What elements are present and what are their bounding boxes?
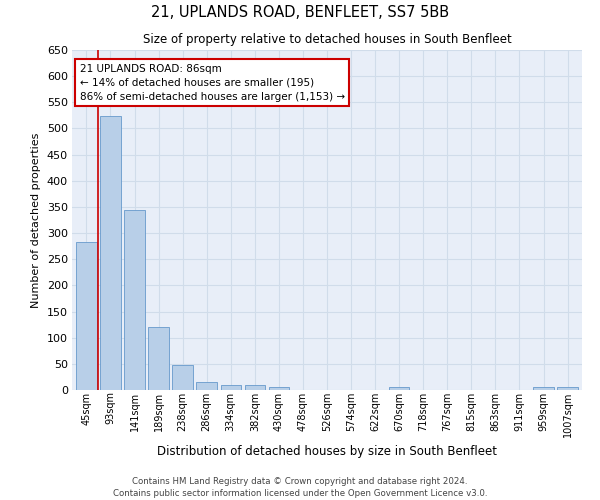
Bar <box>269 388 289 390</box>
Bar <box>100 116 121 390</box>
Bar <box>533 388 554 390</box>
X-axis label: Distribution of detached houses by size in South Benfleet: Distribution of detached houses by size … <box>157 445 497 458</box>
Text: Contains HM Land Registry data © Crown copyright and database right 2024.
Contai: Contains HM Land Registry data © Crown c… <box>113 476 487 498</box>
Bar <box>172 365 193 390</box>
Bar <box>124 210 145 390</box>
Bar <box>245 386 265 390</box>
Text: 21 UPLANDS ROAD: 86sqm
← 14% of detached houses are smaller (195)
86% of semi-de: 21 UPLANDS ROAD: 86sqm ← 14% of detached… <box>80 64 345 102</box>
Bar <box>389 388 409 390</box>
Bar <box>221 385 241 390</box>
Text: 21, UPLANDS ROAD, BENFLEET, SS7 5BB: 21, UPLANDS ROAD, BENFLEET, SS7 5BB <box>151 5 449 20</box>
Bar <box>148 327 169 390</box>
Bar <box>196 382 217 390</box>
Y-axis label: Number of detached properties: Number of detached properties <box>31 132 41 308</box>
Bar <box>76 242 97 390</box>
Bar <box>557 388 578 390</box>
Title: Size of property relative to detached houses in South Benfleet: Size of property relative to detached ho… <box>143 33 511 46</box>
